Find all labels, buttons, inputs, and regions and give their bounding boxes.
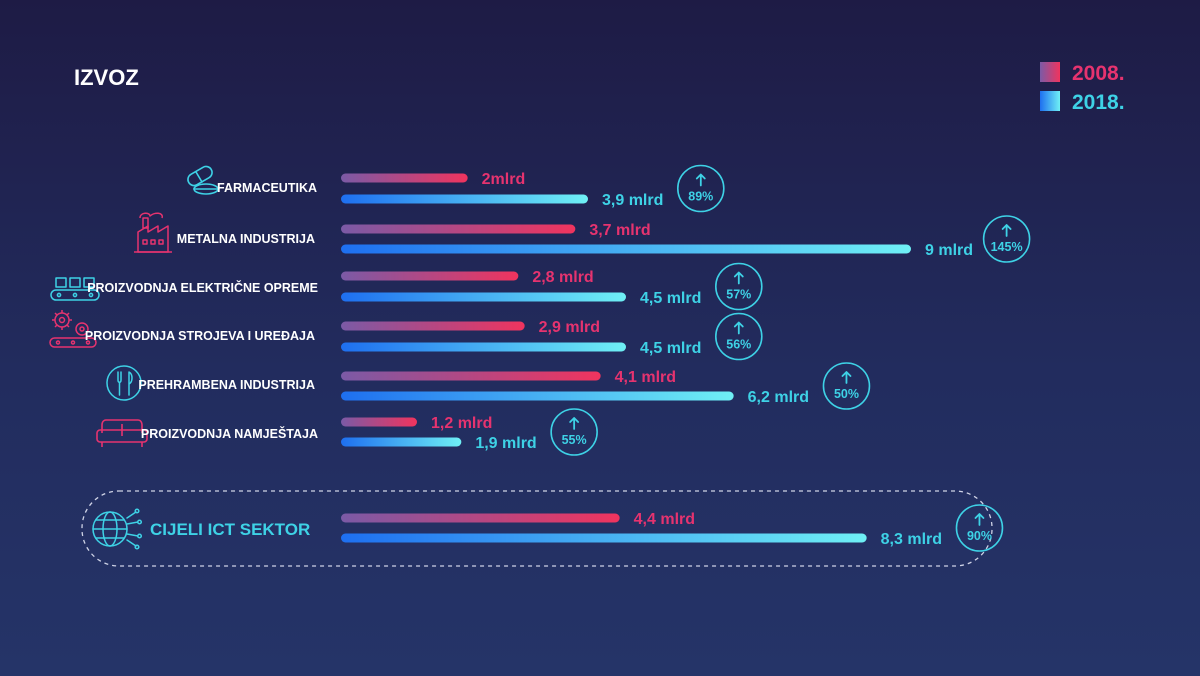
value-label-2018: 4,5 mlrd (640, 290, 701, 307)
value-label-2008: 2mlrd (482, 171, 526, 188)
category-label-strojevi: PROIZVODNJA STROJEVA I UREĐAJA (85, 329, 315, 343)
ict-sector-frame (81, 490, 993, 567)
arrow-up-icon (733, 321, 744, 335)
bar-2008 (341, 417, 417, 427)
value-label-2008: 4,4 mlrd (634, 511, 695, 528)
value-label-2018: 3,9 mlrd (602, 192, 663, 209)
arrow-up-icon (695, 173, 706, 187)
cutlery-icon (106, 365, 142, 401)
bar-2008 (341, 271, 519, 281)
bar-2008 (341, 321, 525, 331)
value-label-2018: 6,2 mlrd (748, 389, 809, 406)
growth-badge-circle (714, 312, 763, 361)
bar-2018 (341, 244, 911, 254)
gears-icon (49, 310, 97, 348)
category-label-ict: CIJELI ICT SEKTOR (150, 520, 310, 539)
bar-2018 (341, 437, 462, 447)
arrow-up-icon (733, 271, 744, 285)
bar-2018 (341, 533, 867, 543)
bar-2008 (341, 173, 468, 183)
bar-2018 (341, 342, 626, 352)
growth-badge: 50% (822, 362, 871, 410)
conveyor-icon (50, 277, 100, 301)
legend-swatch-2008 (1040, 62, 1060, 82)
category-label-prehrambena: PREHRAMBENA INDUSTRIJA (138, 378, 315, 392)
value-label-2018: 8,3 mlrd (881, 531, 942, 548)
bar-2008 (341, 224, 576, 234)
factory-icon (134, 212, 172, 253)
category-labels: FARMACEUTIKA METALNA INDUSTRIJA PROIZVOD… (85, 181, 318, 539)
chart-title: IZVOZ (74, 65, 139, 90)
legend-label-2008: 2008. (1072, 62, 1125, 85)
value-label-2008: 2,9 mlrd (539, 319, 600, 336)
value-label-2018: 9 mlrd (925, 242, 973, 259)
value-label-2018: 1,9 mlrd (475, 435, 536, 452)
growth-badge: 90% (955, 504, 1004, 552)
growth-badge-circle (982, 215, 1031, 263)
growth-percent: 89% (688, 190, 713, 204)
arrow-up-icon (569, 417, 580, 430)
category-label-metalna: METALNA INDUSTRIJA (177, 232, 315, 246)
chart-marks: 2mlrd 3,9 mlrd 89% 3,7 mlrd 9 mlrd 145% 2,8 ml… (341, 164, 1031, 552)
bar-2008 (341, 371, 601, 381)
growth-badge-circle (955, 504, 1004, 552)
bar-2008 (341, 513, 620, 523)
growth-percent: 55% (562, 433, 587, 447)
arrow-up-icon (974, 513, 985, 526)
growth-percent: 90% (967, 529, 992, 543)
arrow-up-icon (841, 371, 852, 384)
value-label-2008: 1,2 mlrd (431, 415, 492, 432)
growth-badge-circle (822, 362, 871, 410)
legend: 2008. 2018. (1040, 62, 1125, 114)
growth-badge-circle (550, 408, 598, 456)
sofa-icon (96, 419, 148, 447)
growth-badge: 55% (550, 408, 598, 456)
growth-badge: 57% (714, 262, 763, 311)
growth-badge: 145% (982, 215, 1031, 263)
category-label-farmaceutika: FARMACEUTIKA (217, 181, 317, 195)
arrow-up-icon (1001, 224, 1012, 237)
pills-icon (187, 165, 219, 195)
legend-label-2018: 2018. (1072, 91, 1125, 114)
category-label-elektricne: PROIZVODNJA ELEKTRIČNE OPREME (87, 280, 318, 295)
growth-badge: 89% (676, 164, 725, 213)
growth-badge-circle (676, 164, 725, 213)
growth-badge: 56% (714, 312, 763, 361)
growth-percent: 50% (834, 387, 859, 401)
value-label-2018: 4,5 mlrd (640, 340, 701, 357)
globe-network-icon (92, 508, 143, 550)
value-label-2008: 2,8 mlrd (532, 269, 593, 286)
value-label-2008: 3,7 mlrd (589, 222, 650, 239)
growth-percent: 57% (726, 288, 751, 302)
growth-percent: 56% (726, 338, 751, 352)
bar-2018 (341, 391, 734, 401)
growth-badge-circle (714, 262, 763, 311)
growth-percent: 145% (991, 240, 1023, 254)
legend-swatch-2018 (1040, 91, 1060, 111)
bar-2018 (341, 292, 626, 302)
value-label-2008: 4,1 mlrd (615, 369, 676, 386)
category-label-namjestaj: PROIZVODNJA NAMJEŠTAJA (141, 426, 318, 441)
bar-2018 (341, 194, 588, 204)
